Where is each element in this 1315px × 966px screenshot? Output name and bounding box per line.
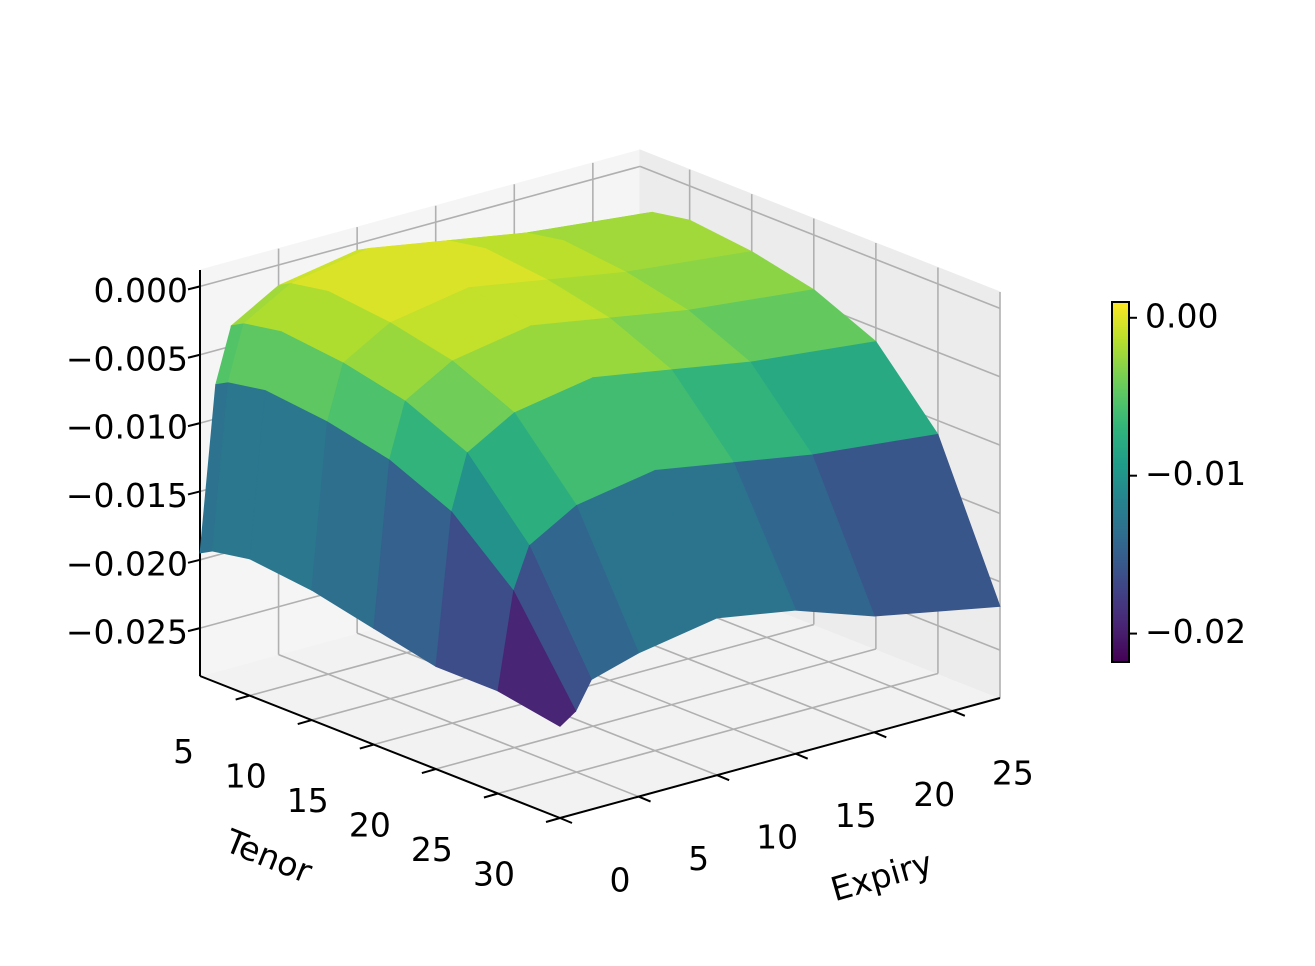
y-tick [297,719,312,726]
y-tick [483,792,499,799]
z-tick [187,353,201,359]
grid-line [278,653,639,798]
colorbar-tick-label: −0.01 [1145,454,1246,493]
grid-line [435,648,877,770]
y-tick [359,743,375,750]
x-axis-label: Expiry [826,843,936,909]
y-tick-label: 5 [173,732,194,771]
axis-line [199,675,561,819]
z-tick-label: −0.005 [66,339,188,378]
z-tick [187,627,201,633]
x-tick-label: 20 [913,775,955,814]
x-tick-label: 0 [610,861,631,900]
y-tick-label: 25 [411,830,453,869]
grid-line [497,672,939,795]
colorbar-tick-label: 0.00 [1145,296,1218,335]
x-tick [638,795,651,803]
x-tick-label: 5 [688,839,709,878]
colorbar-tick-label: −0.02 [1145,612,1246,651]
z-tick-label: −0.025 [66,613,188,652]
y-tick-label: 10 [225,757,267,796]
surface-patch [497,589,577,727]
z-tick-label: −0.020 [66,544,188,583]
y-tick-label: 15 [287,781,329,820]
z-tick [187,490,201,496]
x-tick [716,774,730,782]
z-tick [187,285,201,291]
z-tick-label: −0.015 [66,476,188,515]
y-tick [545,817,561,823]
x-tick [795,752,809,760]
y-tick-label: 20 [349,806,391,845]
x-tick [873,731,887,739]
grid-line [639,165,1001,310]
x-tick-label: 10 [756,818,798,857]
z-tick-label: 0.000 [94,271,188,310]
z-tick [187,558,201,564]
x-tick-label: 25 [992,753,1034,792]
z-tick [187,422,201,428]
grid-line [373,623,815,746]
y-tick-label: 30 [473,855,515,894]
x-tick-label: 15 [835,796,877,835]
x-tick [952,709,966,717]
y-axis-label: Tenor [219,821,318,891]
x-tick [559,817,573,824]
y-tick [235,694,250,701]
colorbar [1111,301,1130,663]
grid-line [199,165,641,288]
axis-line [559,697,1001,819]
z-tick-label: −0.010 [66,408,188,447]
y-tick [421,768,437,774]
